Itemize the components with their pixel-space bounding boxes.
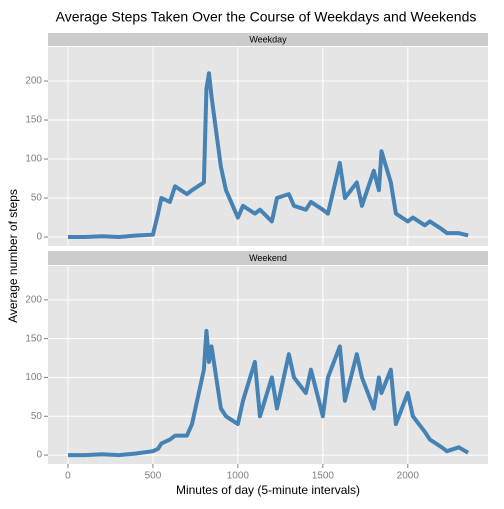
strip-label: Weekend xyxy=(249,253,287,263)
x-tick-label: 1000 xyxy=(227,471,250,482)
y-tick-label: 200 xyxy=(25,76,42,87)
y-tick-label: 100 xyxy=(25,154,42,165)
strip xyxy=(48,251,488,265)
y-tick-label: 0 xyxy=(36,450,42,461)
strip-label: Weekday xyxy=(249,34,287,44)
chart-title: Average Steps Taken Over the Course of W… xyxy=(56,9,477,25)
x-tick-label: 1500 xyxy=(312,471,335,482)
panel xyxy=(48,266,488,464)
y-axis-label: Average number of steps xyxy=(6,189,20,323)
panel xyxy=(48,47,488,246)
x-axis-label: Minutes of day (5-minute intervals) xyxy=(176,483,360,497)
x-tick-label: 2000 xyxy=(397,471,420,482)
y-tick-label: 50 xyxy=(31,193,43,204)
y-tick-label: 150 xyxy=(25,115,42,126)
x-tick-label: 0 xyxy=(65,471,71,482)
x-tick-label: 500 xyxy=(145,471,162,482)
series-line xyxy=(67,328,470,458)
y-tick-label: 150 xyxy=(25,333,42,344)
y-tick-label: 200 xyxy=(25,294,42,305)
strip xyxy=(48,33,488,46)
y-tick-label: 0 xyxy=(36,232,42,243)
y-tick-label: 100 xyxy=(25,372,42,383)
y-tick-label: 50 xyxy=(31,411,43,422)
series-line xyxy=(67,71,469,240)
